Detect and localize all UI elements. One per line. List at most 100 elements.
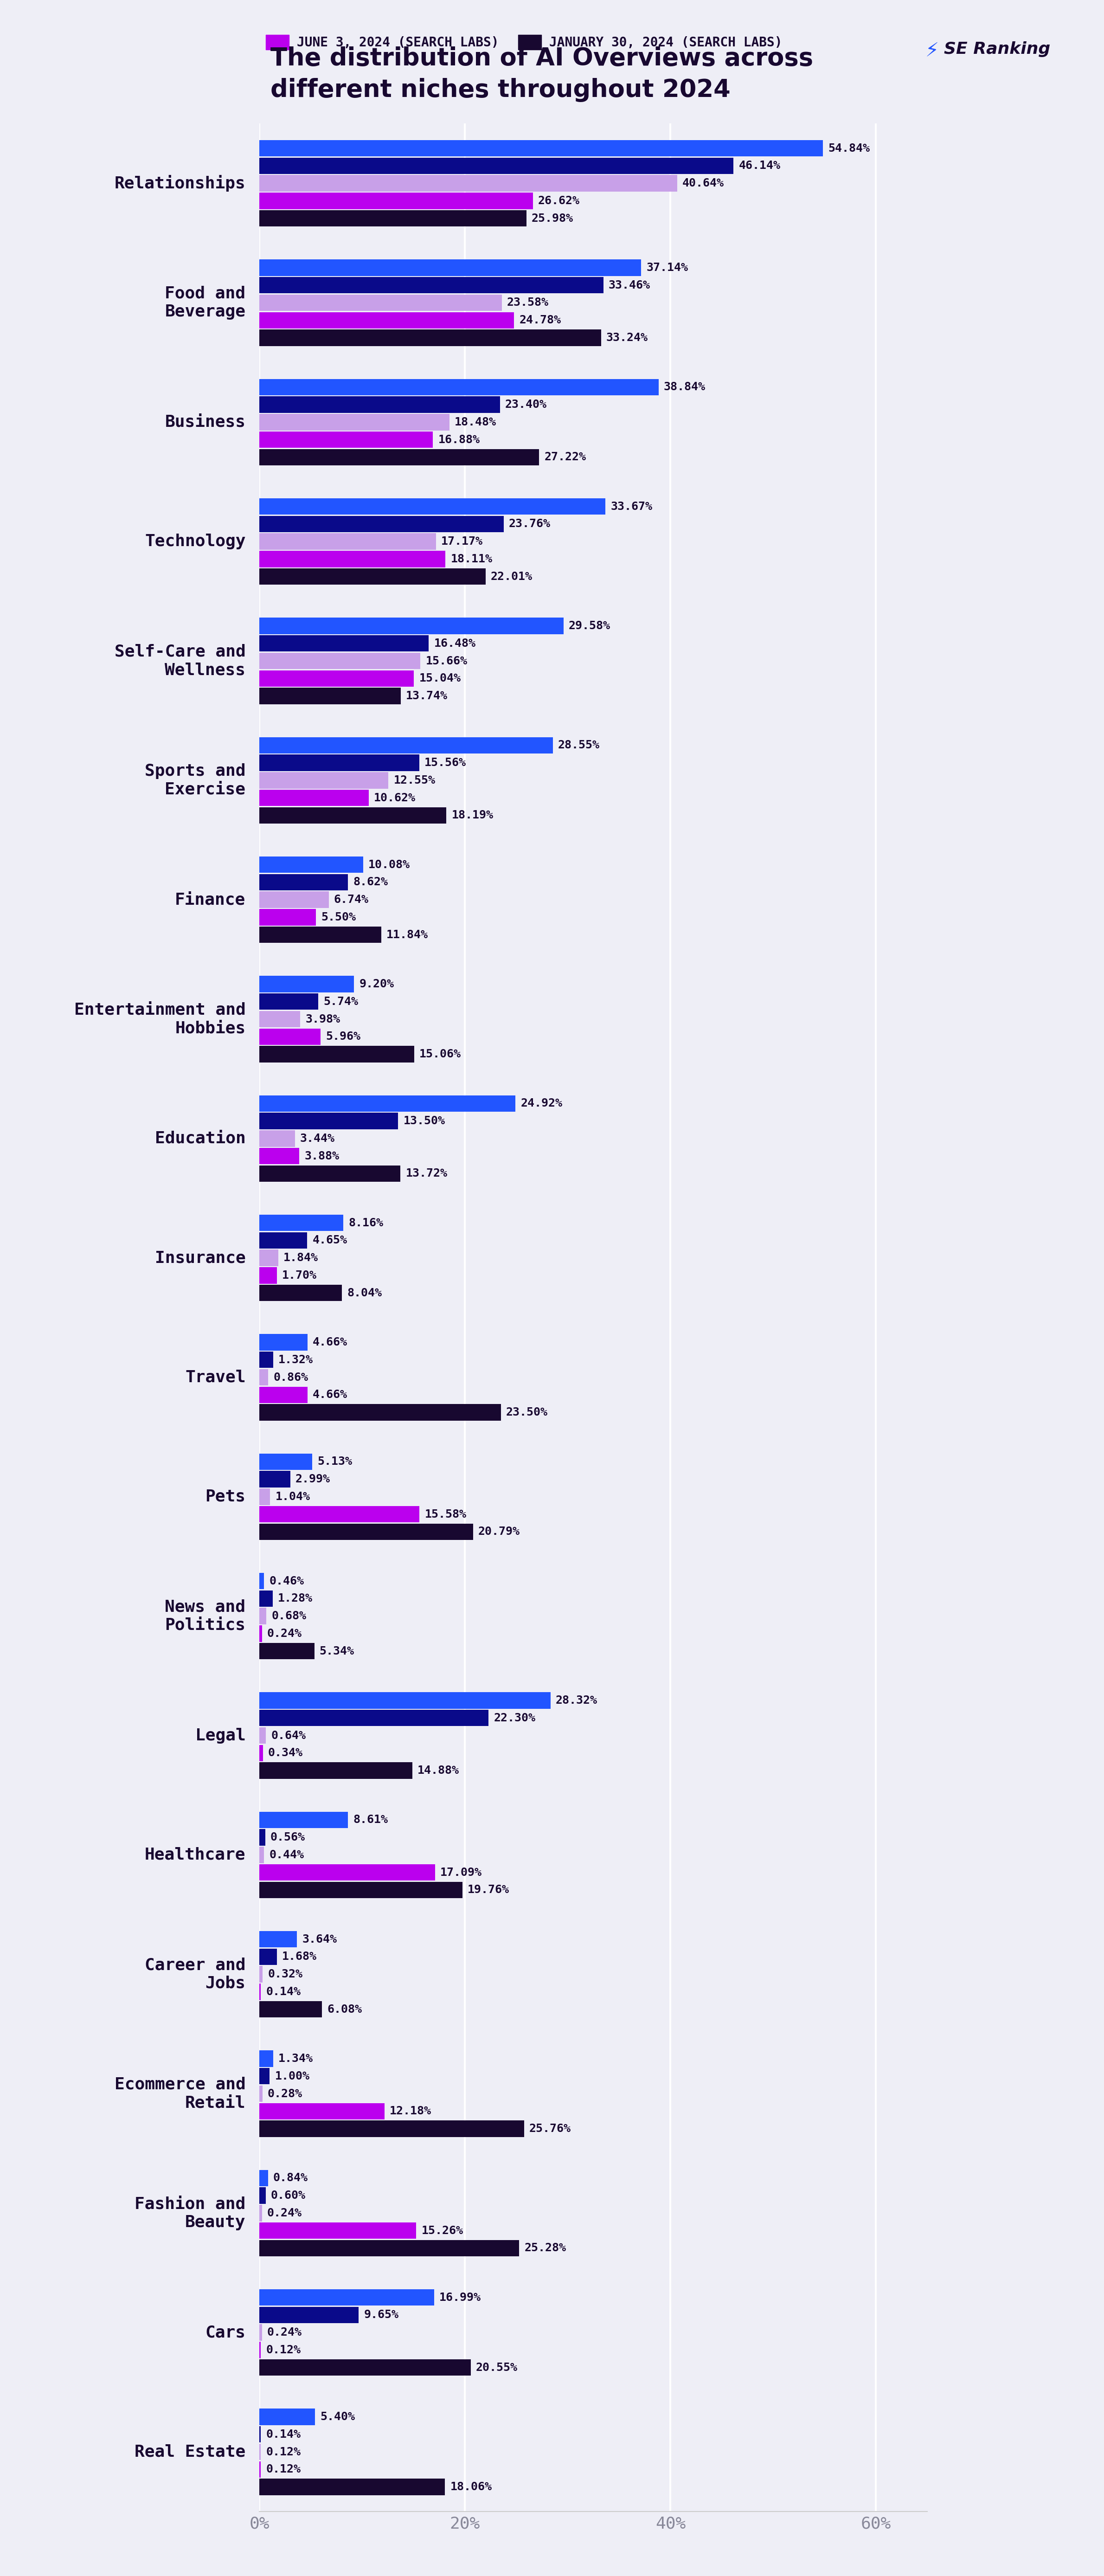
Text: 22.30%: 22.30%: [493, 1713, 535, 1723]
Text: 0.46%: 0.46%: [269, 1577, 304, 1587]
Bar: [259, 278, 603, 294]
Text: 1.00%: 1.00%: [275, 2071, 309, 2081]
Text: 22.01%: 22.01%: [491, 572, 532, 582]
Bar: [259, 515, 503, 533]
Bar: [259, 2324, 262, 2342]
Bar: [259, 330, 601, 345]
Bar: [259, 1334, 307, 1350]
Bar: [259, 1847, 264, 1862]
Bar: [259, 1267, 277, 1283]
Text: 1.84%: 1.84%: [284, 1252, 318, 1262]
Text: 0.64%: 0.64%: [272, 1731, 306, 1741]
Text: 0.34%: 0.34%: [268, 1747, 302, 1759]
Text: 27.22%: 27.22%: [544, 451, 586, 464]
Text: 12.18%: 12.18%: [390, 2105, 432, 2117]
Text: 15.26%: 15.26%: [422, 2226, 464, 2236]
Text: 1.04%: 1.04%: [275, 1492, 310, 1502]
Bar: [259, 2478, 445, 2496]
Text: 17.09%: 17.09%: [440, 1868, 482, 1878]
Text: 25.28%: 25.28%: [524, 2244, 566, 2254]
Bar: [259, 2002, 322, 2017]
Text: 40.64%: 40.64%: [682, 178, 724, 188]
Bar: [259, 1507, 420, 1522]
Text: 5.74%: 5.74%: [323, 997, 359, 1007]
Text: 6.74%: 6.74%: [333, 894, 369, 904]
Bar: [259, 533, 436, 549]
Text: 0.32%: 0.32%: [268, 1968, 302, 1981]
Text: 0.86%: 0.86%: [274, 1373, 308, 1383]
Bar: [259, 157, 733, 175]
Text: 13.74%: 13.74%: [406, 690, 447, 701]
Bar: [259, 1028, 320, 1046]
Bar: [259, 211, 527, 227]
Bar: [259, 1965, 263, 1984]
Bar: [259, 1164, 401, 1182]
Bar: [259, 1744, 263, 1762]
Bar: [259, 1811, 348, 1829]
Text: 10.08%: 10.08%: [368, 860, 410, 871]
Text: 38.84%: 38.84%: [664, 381, 705, 392]
Bar: [259, 2050, 273, 2066]
Text: 18.19%: 18.19%: [452, 809, 493, 822]
Text: 33.24%: 33.24%: [606, 332, 648, 343]
Bar: [259, 1762, 412, 1780]
Text: 16.88%: 16.88%: [438, 435, 480, 446]
Text: 13.72%: 13.72%: [405, 1167, 447, 1180]
Bar: [259, 2205, 262, 2221]
Bar: [259, 1880, 463, 1899]
Bar: [259, 2187, 266, 2205]
Bar: [259, 806, 446, 824]
Text: 3.44%: 3.44%: [300, 1133, 335, 1144]
Bar: [259, 1574, 264, 1589]
Bar: [259, 415, 449, 430]
Text: 8.61%: 8.61%: [353, 1814, 388, 1826]
Bar: [259, 1249, 278, 1267]
Text: 37.14%: 37.14%: [646, 263, 688, 273]
Bar: [259, 618, 563, 634]
Bar: [259, 260, 641, 276]
Bar: [259, 397, 500, 412]
Bar: [259, 430, 433, 448]
Text: 18.11%: 18.11%: [450, 554, 492, 564]
Text: 23.76%: 23.76%: [509, 518, 551, 531]
Text: 13.50%: 13.50%: [403, 1115, 445, 1126]
Text: 0.12%: 0.12%: [266, 2344, 300, 2354]
Bar: [259, 2241, 519, 2257]
Text: SE Ranking: SE Ranking: [944, 41, 1050, 57]
Text: 20.55%: 20.55%: [476, 2362, 518, 2372]
Bar: [259, 791, 369, 806]
Text: ⚡: ⚡: [925, 41, 938, 62]
Bar: [259, 2087, 263, 2102]
Bar: [259, 1489, 270, 1504]
Text: 46.14%: 46.14%: [739, 160, 781, 173]
Text: 28.32%: 28.32%: [555, 1695, 597, 1705]
Text: 12.55%: 12.55%: [393, 775, 435, 786]
Text: 0.14%: 0.14%: [266, 1986, 300, 1996]
Bar: [259, 976, 354, 992]
Text: 4.66%: 4.66%: [312, 1388, 348, 1401]
Text: 15.06%: 15.06%: [420, 1048, 461, 1059]
Bar: [259, 909, 316, 925]
Text: 0.14%: 0.14%: [266, 2429, 300, 2439]
Bar: [259, 688, 401, 703]
Bar: [259, 139, 822, 157]
Text: 4.66%: 4.66%: [312, 1337, 348, 1347]
Text: 54.84%: 54.84%: [828, 142, 870, 155]
Bar: [259, 2290, 434, 2306]
Text: 0.68%: 0.68%: [272, 1610, 306, 1623]
Text: 15.58%: 15.58%: [425, 1510, 466, 1520]
Text: 5.50%: 5.50%: [321, 912, 355, 922]
Text: 1.70%: 1.70%: [282, 1270, 317, 1280]
Bar: [259, 1095, 516, 1113]
Bar: [259, 2445, 261, 2460]
Bar: [259, 1643, 315, 1659]
Bar: [259, 2342, 261, 2357]
Text: 15.56%: 15.56%: [424, 757, 466, 768]
Text: 0.12%: 0.12%: [266, 2447, 300, 2458]
Text: 29.58%: 29.58%: [569, 621, 611, 631]
Bar: [259, 636, 428, 652]
Bar: [259, 2306, 359, 2324]
Text: 2.99%: 2.99%: [295, 1473, 330, 1484]
Bar: [259, 1710, 489, 1726]
Bar: [259, 193, 533, 209]
